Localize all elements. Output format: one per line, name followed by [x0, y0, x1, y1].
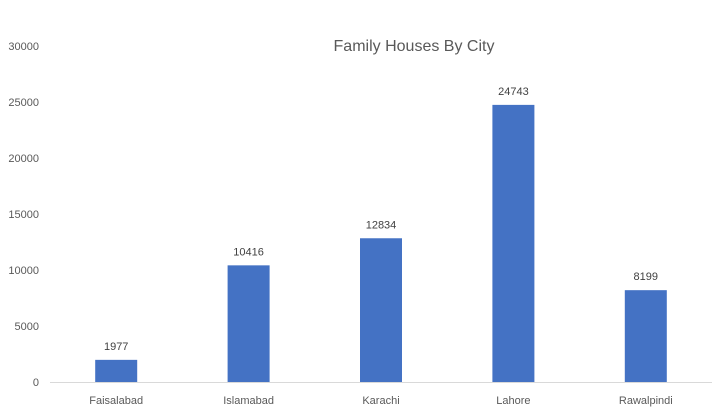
x-tick-label-rawalpindi: Rawalpindi	[619, 395, 673, 407]
bar-islamabad	[227, 265, 270, 382]
bar-lahore	[492, 104, 535, 382]
y-tick-label: 5000	[15, 321, 39, 333]
y-tick-label: 0	[33, 377, 39, 389]
y-tick-label: 25000	[8, 97, 39, 109]
bars	[95, 104, 667, 382]
x-axis-ticks: Faisalabad Islamabad Karachi Lahore Rawalpin…	[89, 395, 672, 407]
bar-karachi	[360, 238, 402, 382]
x-tick-label-karachi: Karachi	[362, 395, 399, 407]
y-tick-label: 20000	[8, 153, 39, 165]
bar-faisalabad	[95, 359, 138, 382]
x-tick-label-lahore: Lahore	[496, 395, 530, 407]
bar-rawalpindi	[624, 290, 667, 382]
data-label-rawalpindi: 8199	[634, 271, 658, 283]
chart-title: Family Houses By City	[334, 38, 495, 55]
x-tick-label-faisalabad: Faisalabad	[89, 395, 143, 407]
y-tick-label: 10000	[8, 265, 39, 277]
x-tick-label-islamabad: Islamabad	[223, 395, 274, 407]
data-label-karachi: 12834	[366, 219, 397, 231]
data-label-lahore: 24743	[498, 86, 529, 98]
y-tick-label: 30000	[8, 41, 39, 53]
data-label-faisalabad: 1977	[104, 341, 128, 353]
y-tick-label: 15000	[8, 209, 39, 221]
data-labels: 1977 10416 12834 24743 8199	[104, 86, 658, 353]
y-axis-ticks: 0 5000 10000 15000 20000 25000 30000	[8, 41, 39, 389]
data-label-islamabad: 10416	[233, 246, 264, 258]
